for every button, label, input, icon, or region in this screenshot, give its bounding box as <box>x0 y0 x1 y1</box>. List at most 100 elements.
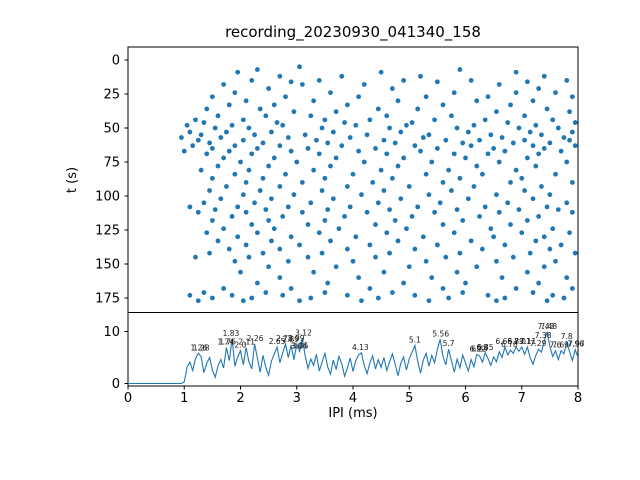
scatter-point <box>322 117 328 123</box>
scatter-point <box>201 120 207 125</box>
peak-label: 6.35 <box>477 343 494 352</box>
scatter-point <box>252 132 257 138</box>
scatter-point <box>330 129 336 135</box>
scatter-point <box>187 204 193 210</box>
scatter-point <box>277 246 283 252</box>
peak-label: 2.99 <box>288 334 305 343</box>
scatter-point <box>204 151 210 157</box>
scatter-point <box>522 188 527 193</box>
scatter-point <box>513 69 519 75</box>
scatter-point <box>336 226 342 232</box>
scatter-point <box>277 143 283 149</box>
scatter-point <box>226 148 232 154</box>
scatter-point <box>505 200 511 206</box>
scatter-point <box>359 192 364 198</box>
scatter-point <box>432 117 437 123</box>
scatter-point <box>457 175 463 181</box>
scatter-point <box>384 230 390 236</box>
scatter-point <box>541 146 547 151</box>
scatter-point <box>212 207 218 213</box>
scatter-point <box>395 163 401 169</box>
scatter-point <box>460 218 466 223</box>
scatter-point <box>527 129 533 135</box>
scatter-point <box>319 188 325 193</box>
scatter-point <box>505 120 511 125</box>
scatter-point <box>308 113 314 119</box>
scatter-point <box>375 295 381 301</box>
scatter-point <box>508 102 513 108</box>
scatter-point <box>567 137 572 143</box>
scatter-point <box>496 82 502 87</box>
scatter-point <box>305 254 311 260</box>
scatter-point <box>395 98 401 104</box>
scatter-point <box>446 295 452 301</box>
scatter-point <box>530 143 536 149</box>
scatter-point <box>404 226 409 232</box>
y-tick-label: 100 <box>95 190 120 205</box>
scatter-point <box>533 163 539 169</box>
scatter-point <box>232 143 238 149</box>
scatter-point <box>249 151 255 157</box>
scatter-point <box>311 269 317 275</box>
scatter-point <box>524 79 530 85</box>
scatter-point <box>494 258 499 264</box>
scatter-point <box>243 98 249 104</box>
scatter-point <box>426 298 432 304</box>
y-tick-label: 50 <box>103 122 120 137</box>
scatter-point <box>260 175 266 181</box>
scatter-point <box>474 98 480 104</box>
scatter-point <box>440 180 446 185</box>
scatter-point <box>491 146 497 151</box>
scatter-point <box>510 140 516 146</box>
scatter-point <box>344 246 350 252</box>
scatter-point <box>207 250 212 256</box>
scatter-point <box>280 214 286 219</box>
scatter-point <box>547 246 553 252</box>
y-tick-label: 125 <box>95 224 120 239</box>
scatter-point <box>271 155 277 161</box>
scatter-point <box>187 129 193 135</box>
peak-label: 6.22 <box>470 344 487 353</box>
scatter-point <box>508 222 513 227</box>
scatter-point <box>280 122 286 128</box>
scatter-point <box>564 275 570 280</box>
scatter-point <box>440 102 446 108</box>
scatter-point <box>536 86 542 91</box>
scatter-point <box>434 242 440 248</box>
scatter-point <box>364 209 370 215</box>
peak-label: 1.74 <box>218 338 235 347</box>
scatter-point <box>283 171 288 177</box>
scatter-point <box>522 137 527 143</box>
scatter-point <box>558 242 564 248</box>
scatter-point <box>381 188 387 193</box>
scatter-point <box>496 159 502 165</box>
scatter-point <box>342 120 347 125</box>
peak-label: 1.76 <box>219 338 236 347</box>
peak-label: 7.8 <box>561 332 573 341</box>
scatter-point <box>423 94 429 100</box>
y-tick-label: 0 <box>112 54 120 69</box>
scatter-point <box>567 230 572 236</box>
scatter-point <box>432 209 437 215</box>
scatter-point <box>513 286 519 291</box>
scatter-point <box>367 242 373 248</box>
x-tick-label: 3 <box>293 391 301 406</box>
scatter-point <box>316 151 322 157</box>
peak-label: 5.1 <box>409 336 421 345</box>
scatter-point <box>353 234 359 240</box>
scatter-point <box>508 180 513 185</box>
scatter-point <box>513 90 519 96</box>
scatter-point <box>269 196 274 202</box>
scatter-point <box>181 148 187 154</box>
scatter-point <box>569 286 575 291</box>
scatter-point <box>412 246 418 252</box>
scatter-point <box>288 286 294 291</box>
scatter-point <box>215 163 221 169</box>
scatter-point <box>221 155 227 161</box>
scatter-point <box>564 159 570 165</box>
scatter-point <box>401 78 407 83</box>
scatter-point <box>195 209 201 215</box>
scatter-point <box>212 125 218 131</box>
scatter-point <box>524 218 530 223</box>
